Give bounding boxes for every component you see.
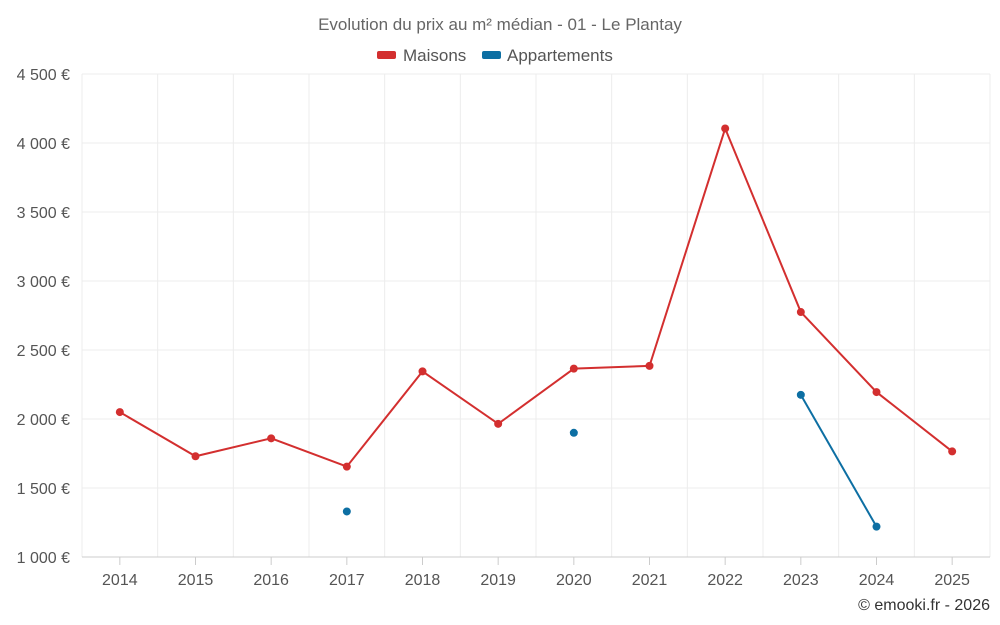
x-tick-label: 2014 [102, 572, 138, 589]
series-line-maisons [119, 125, 953, 468]
x-tick-label: 2018 [405, 572, 441, 589]
data-point-appartements[interactable] [569, 428, 578, 437]
data-point-maisons[interactable] [494, 419, 503, 428]
x-tick-label: 2020 [556, 572, 592, 589]
series-maisons [115, 124, 957, 471]
data-point-maisons[interactable] [267, 434, 276, 443]
y-tick-label: 4 500 € [17, 67, 70, 84]
data-point-appartements[interactable] [872, 522, 881, 531]
series-appartements [342, 390, 881, 531]
grid [81, 73, 991, 557]
data-point-maisons[interactable] [948, 447, 957, 456]
y-tick-label: 2 000 € [17, 412, 70, 429]
x-tick-label: 2017 [329, 572, 365, 589]
chart-title: Evolution du prix au m² médian - 01 - Le… [318, 15, 682, 34]
x-tick-label: 2024 [859, 572, 895, 589]
x-tick-label: 2023 [783, 572, 819, 589]
x-tick-label: 2021 [632, 572, 668, 589]
legend[interactable]: Maisons Appartements [377, 46, 613, 65]
data-point-maisons[interactable] [796, 308, 805, 317]
data-point-maisons[interactable] [418, 367, 427, 376]
credit-text: © emooki.fr - 2026 [858, 597, 990, 614]
y-tick-label: 4 000 € [17, 136, 70, 153]
x-tick-label: 2019 [480, 572, 516, 589]
data-point-maisons[interactable] [115, 408, 124, 417]
x-tick-label: 2015 [178, 572, 214, 589]
data-point-appartements[interactable] [342, 507, 351, 516]
data-point-maisons[interactable] [191, 452, 200, 461]
data-point-maisons[interactable] [569, 364, 578, 373]
y-tick-label: 2 500 € [17, 343, 70, 360]
axes: 1 000 € 1 500 € 2 000 € 2 500 € 3 000 € 3 500… [17, 67, 990, 589]
legend-label-appartements[interactable]: Appartements [507, 46, 613, 65]
x-tick-label: 2022 [707, 572, 743, 589]
legend-swatch-appartements[interactable] [482, 51, 501, 59]
legend-label-maisons[interactable]: Maisons [403, 46, 466, 65]
data-point-maisons[interactable] [872, 388, 881, 397]
data-point-appartements[interactable] [796, 390, 805, 399]
x-tick-label: 2025 [934, 572, 970, 589]
data-point-maisons[interactable] [645, 361, 654, 370]
y-tick-label: 1 500 € [17, 481, 70, 498]
series [115, 124, 957, 531]
x-tick-label: 2016 [253, 572, 289, 589]
y-tick-label: 3 000 € [17, 274, 70, 291]
series-line-appartements [799, 394, 878, 528]
y-tick-label: 3 500 € [17, 205, 70, 222]
y-tick-label: 1 000 € [17, 550, 70, 567]
data-point-maisons[interactable] [342, 462, 351, 471]
data-point-maisons[interactable] [721, 124, 730, 133]
legend-swatch-maisons[interactable] [377, 51, 396, 59]
